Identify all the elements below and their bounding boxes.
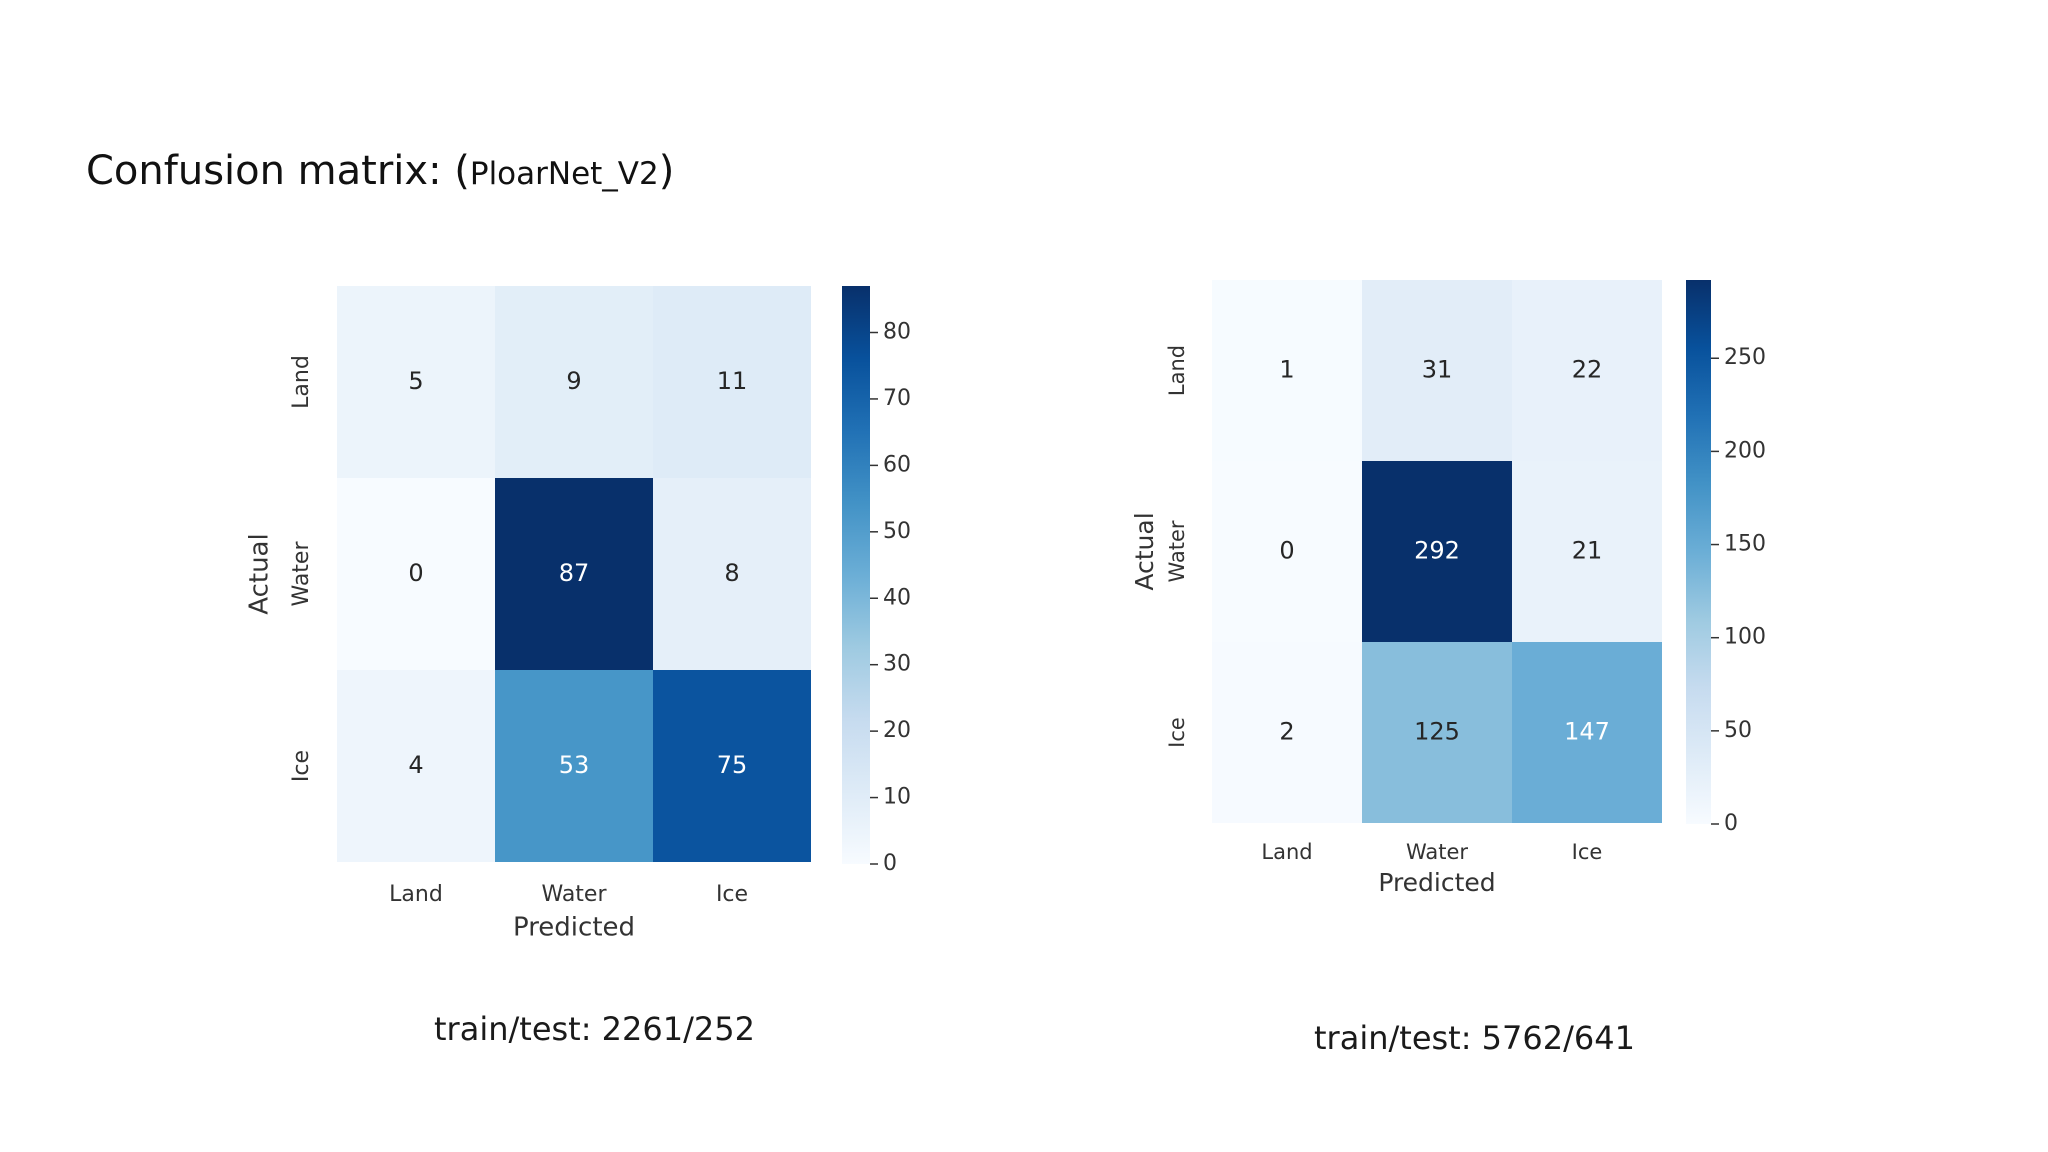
colorbar [842,286,870,864]
cell-ice-land [337,670,495,862]
cell-value-water-ice: 21 [1572,537,1603,565]
cell-value-ice-land: 2 [1279,718,1294,746]
x-tick-label-ice: Ice [1572,840,1603,864]
heatmap-chart-1: 5 9 11 0 87 8 4 53 75 Land Water Ice Land Water Ice Pre… [245,286,911,943]
chart-2-caption: train/test: 5762/641 [1314,1019,1635,1057]
colorbar-tick-label: 250 [1724,345,1766,370]
colorbar-tick-label: 80 [883,320,911,345]
title-model-name: PloarNet_V2 [469,156,659,192]
x-axis-label: Predicted [1378,868,1495,897]
cell-ice-water [495,670,653,862]
cell-value-land-ice: 11 [717,367,748,395]
cell-water-water [1362,461,1512,642]
x-axis-label: Predicted [513,913,635,943]
cell-land-ice [653,286,811,478]
colorbar-tick-label: 30 [883,652,911,677]
cell-water-ice [653,478,811,670]
x-tick-label-water: Water [1406,840,1468,864]
x-tick-label-land: Land [1261,840,1312,864]
cell-value-land-water: 31 [1422,356,1453,384]
title-suffix: ) [658,148,675,194]
y-axis-label: Actual [245,533,275,614]
cell-ice-land [1212,642,1362,823]
y-tick-label-land: Land [1165,345,1189,396]
cell-value-ice-water: 125 [1414,718,1460,746]
x-tick-label-water: Water [541,882,607,907]
cell-value-land-land: 1 [1279,356,1294,384]
cell-value-ice-water: 53 [559,751,590,779]
colorbar-tick-label: 20 [883,718,911,743]
cell-land-land [1212,280,1362,461]
cell-ice-ice [1512,642,1662,823]
colorbar-tick-label: 0 [1724,811,1738,836]
colorbar-tick-label: 100 [1724,625,1766,650]
heatmap-chart-2: 1 31 22 0 292 21 2 125 147 Land Water Ice Land Water I… [1130,280,1766,897]
y-tick-label-land: Land [289,355,314,409]
colorbar-tick-label: 50 [1724,718,1752,743]
cell-ice-water [1362,642,1512,823]
colorbar-tick-label: 10 [883,785,911,810]
cell-value-land-water: 9 [566,367,581,395]
colorbar-tick-label: 40 [883,585,911,610]
cell-water-water [495,478,653,670]
cell-water-ice [1512,461,1662,642]
x-tick-label-ice: Ice [716,882,748,907]
y-tick-label-water: Water [289,541,314,607]
title-prefix: Confusion matrix: ( [86,148,470,194]
cell-land-ice [1512,280,1662,461]
x-tick-label-land: Land [389,882,443,907]
cell-value-water-water: 292 [1414,537,1460,565]
cell-value-water-ice: 8 [724,559,739,587]
y-tick-label-ice: Ice [1165,717,1189,748]
colorbar-tick-label: 70 [883,386,911,411]
cell-value-land-land: 5 [408,367,423,395]
cell-land-water [1362,280,1512,461]
cell-ice-ice [653,670,811,862]
cell-value-water-land: 0 [1279,537,1294,565]
colorbar-tick-label: 150 [1724,532,1766,557]
y-tick-label-water: Water [1165,520,1189,582]
cell-land-water [495,286,653,478]
cell-land-land [337,286,495,478]
colorbar-tick-label: 60 [883,452,911,477]
colorbar-tick-label: 50 [883,519,911,544]
cell-value-ice-ice: 75 [717,751,748,779]
colorbar [1686,280,1711,824]
colorbar-tick-label: 0 [883,851,897,876]
cell-value-water-land: 0 [408,559,423,587]
cell-value-ice-ice: 147 [1564,718,1610,746]
slide-title: Confusion matrix: (PloarNet_V2) [86,148,674,194]
cell-water-land [1212,461,1362,642]
chart-1-caption: train/test: 2261/252 [434,1010,755,1048]
cell-value-ice-land: 4 [408,751,423,779]
cell-water-land [337,478,495,670]
cell-value-land-ice: 22 [1572,356,1603,384]
cell-value-water-water: 87 [559,559,590,587]
y-axis-label: Actual [1130,512,1159,590]
y-tick-label-ice: Ice [289,750,314,782]
colorbar-tick-label: 200 [1724,438,1766,463]
